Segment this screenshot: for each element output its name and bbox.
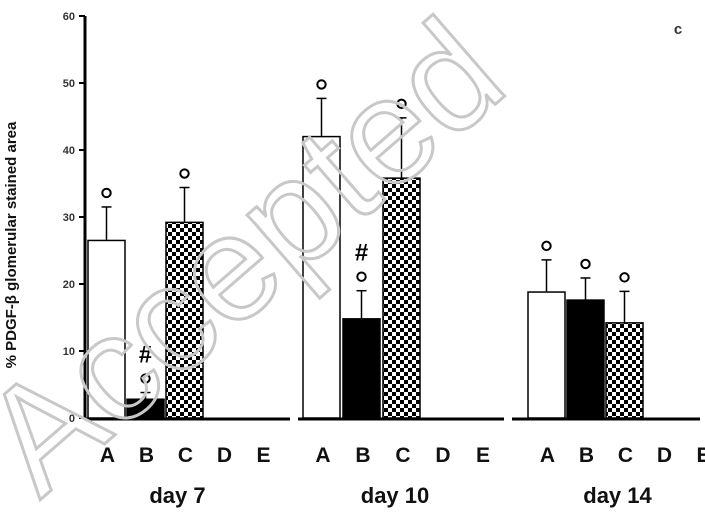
y-tick-label: 30 xyxy=(63,212,75,224)
category-label: D xyxy=(217,444,232,467)
bar xyxy=(302,135,341,419)
category-label: D xyxy=(435,444,450,467)
significance-circle xyxy=(179,168,190,179)
labels: % PDGF-β glomerular stained area c A B C D Eda… xyxy=(3,21,705,508)
y-tick-label: 40 xyxy=(63,145,75,157)
category-label: E xyxy=(696,444,705,467)
significance-circle xyxy=(580,258,591,270)
significance-circle xyxy=(396,98,407,110)
significance-circle xyxy=(356,271,367,282)
bar xyxy=(566,299,605,419)
category-label: E xyxy=(256,444,270,467)
group-label: day 14 xyxy=(583,483,652,508)
significance-circle xyxy=(316,79,327,90)
bar xyxy=(342,318,381,419)
category-label: C xyxy=(618,444,633,467)
category-label: B xyxy=(139,444,154,467)
axes: 0 10 20 30 40 50 60 xyxy=(63,11,700,425)
y-tick-label: 50 xyxy=(63,78,75,90)
category-label: B xyxy=(579,444,594,467)
y-tick-label: 10 xyxy=(63,346,75,358)
y-tick-label: 0 xyxy=(69,413,75,425)
group-label: day 10 xyxy=(361,483,430,508)
bar xyxy=(605,322,644,419)
watermark: Accepted xyxy=(0,0,535,516)
category-label: A xyxy=(315,444,330,467)
category-label: A xyxy=(540,444,555,467)
y-tick-label: 20 xyxy=(63,279,75,291)
panel-label: c xyxy=(674,21,682,38)
significance-hash: # xyxy=(139,342,152,369)
significance-circle xyxy=(101,187,112,199)
y-axis-label: % PDGF-β glomerular stained area xyxy=(3,121,20,368)
bar xyxy=(382,177,421,419)
category-label: C xyxy=(178,444,193,467)
bar xyxy=(87,239,126,419)
bar xyxy=(527,291,566,419)
significance-circle xyxy=(140,373,151,384)
category-label: B xyxy=(355,444,370,467)
category-label: E xyxy=(476,444,490,467)
category-label: C xyxy=(395,444,410,467)
category-label: D xyxy=(657,444,672,467)
group-label: day 7 xyxy=(149,483,205,508)
significance-circle xyxy=(541,240,552,252)
category-label: A xyxy=(100,444,115,467)
y-tick-label: 60 xyxy=(63,11,75,23)
bars xyxy=(87,97,644,419)
significance-circle xyxy=(619,272,630,283)
significance-hash: # xyxy=(355,240,368,267)
